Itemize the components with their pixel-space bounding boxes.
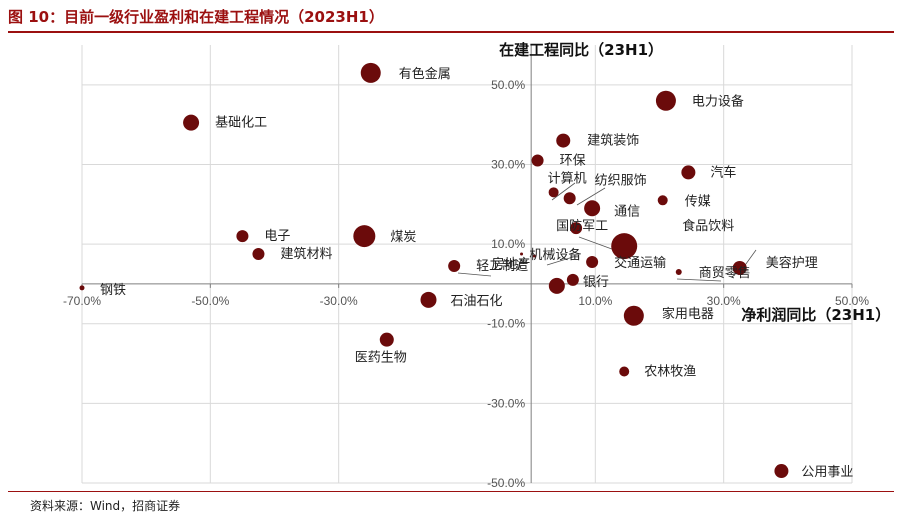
x-tick-label: 50.0% (835, 294, 869, 308)
data-point (236, 230, 249, 243)
point-label: 电子 (264, 229, 290, 244)
point-label: 煤炭 (390, 230, 416, 245)
point-label: 国防军工 (556, 218, 608, 234)
data-point (655, 90, 676, 111)
data-point (732, 260, 747, 275)
y-tick-label: 30.0% (491, 157, 525, 171)
point-label: 石油石化 (451, 294, 503, 309)
y-tick-label: -10.0% (487, 317, 525, 331)
point-label: 纺织服饰 (595, 173, 647, 188)
data-point (531, 154, 544, 167)
point-label: 环保 (560, 153, 586, 168)
point-label: 通信 (614, 204, 640, 219)
point-label: 医药生物 (355, 351, 407, 366)
point-label: 家用电器 (662, 306, 714, 322)
data-point (611, 233, 638, 260)
data-point (79, 285, 85, 291)
data-point (619, 366, 630, 377)
data-point (563, 192, 576, 205)
title-rule (8, 31, 894, 33)
figure-title: 图 10：目前一级行业盈利和在建工程情况（2023H1） (8, 8, 384, 26)
point-label: 基础化工 (215, 116, 267, 131)
point-label: 钢铁 (100, 283, 126, 298)
point-label: 美容护理 (766, 255, 818, 271)
label-leader-line (576, 187, 606, 206)
data-point (520, 252, 524, 256)
point-label: 银行 (583, 275, 609, 290)
data-point (360, 62, 381, 83)
data-point (448, 259, 461, 272)
label-leader-line (551, 182, 576, 201)
y-tick-label: 50.0% (491, 78, 525, 92)
point-label: 公用事业 (801, 465, 853, 480)
source-rule (8, 491, 894, 492)
data-point (548, 187, 559, 198)
x-tick-label: -30.0% (320, 294, 358, 308)
point-label: 有色金属 (399, 66, 451, 82)
data-point (532, 254, 536, 258)
point-label: 机械设备 (529, 247, 581, 263)
point-label: 食品饮料 (682, 218, 734, 234)
point-label: 汽车 (710, 164, 736, 180)
data-point (548, 277, 565, 294)
x-tick-label: 30.0% (707, 294, 741, 308)
data-point (566, 273, 579, 286)
data-point (556, 133, 571, 148)
data-point (681, 165, 696, 180)
point-label: 交通运输 (614, 255, 666, 271)
source-note: 资料来源：Wind，招商证券 (30, 499, 181, 513)
data-point (657, 195, 668, 206)
data-point (774, 464, 789, 479)
point-label: 建筑装饰 (587, 133, 639, 149)
data-point (623, 305, 644, 326)
x-axis-title: 净利润同比（23H1） (741, 306, 890, 324)
point-label: 商贸零售 (699, 265, 751, 281)
label-leader-line (546, 256, 574, 266)
y-axis-title: 在建工程同比（23H1） (499, 41, 663, 59)
point-label: 房地产 (492, 256, 531, 272)
y-tick-label: -50.0% (487, 476, 525, 490)
point-label: 计算机 (548, 171, 587, 186)
label-leader-line (457, 272, 492, 277)
point-label: 电力设备 (692, 94, 744, 110)
point-label: 农林牧渔 (644, 365, 696, 380)
point-label: 传媒 (685, 194, 711, 209)
label-leader-line (676, 278, 722, 282)
data-point (586, 256, 599, 269)
x-tick-label: -50.0% (191, 294, 229, 308)
data-point (420, 291, 437, 308)
data-point (584, 200, 601, 217)
x-tick-label: 10.0% (578, 294, 612, 308)
y-tick-label: 10.0% (491, 237, 525, 251)
data-point (353, 225, 376, 248)
point-label: 轻工制造 (476, 259, 528, 274)
data-point (252, 248, 265, 261)
data-point (570, 222, 583, 235)
x-tick-label: -70.0% (63, 294, 101, 308)
data-point (675, 268, 682, 275)
y-tick-label: -30.0% (487, 396, 525, 410)
data-point (379, 332, 394, 347)
point-label: 建筑材料 (280, 246, 332, 262)
data-point (183, 114, 200, 131)
